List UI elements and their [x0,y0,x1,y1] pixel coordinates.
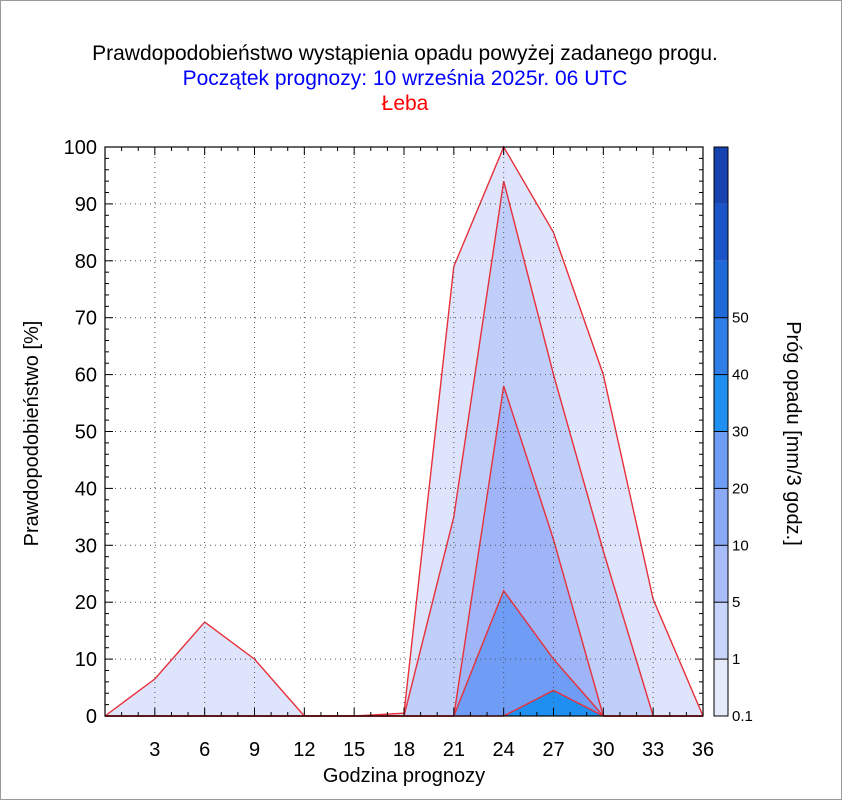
x-tick-label: 27 [542,739,564,761]
forecast-start-subtitle: Początek prognozy: 10 września 2025r. 06… [182,67,628,90]
colorbar-segment [714,488,728,546]
y-tick-label: 60 [75,365,97,387]
chart-title: Prawdopodobieństwo wystąpienia opadu pow… [92,42,718,65]
y-tick-label: 80 [75,251,97,273]
colorbar-segment [714,374,728,432]
y-axis-label: Prawdopodobieństwo [%] [21,321,43,547]
colorbar-segment [714,147,728,204]
colorbar-tick-label: 10 [732,537,749,554]
colorbar-tick-label: 30 [732,424,749,441]
colorbar-tick-label: 50 [732,310,749,327]
minor-ticks [105,147,703,716]
location-label: Łeba [381,92,429,115]
y-tick-label: 40 [75,478,97,500]
x-tick-label: 12 [293,739,315,761]
colorbar-segment [714,602,728,660]
colorbar-segment [714,659,728,716]
x-tick-label: 18 [393,739,415,761]
x-axis-ticks: 3 6 9 12 15 18 21 24 27 30 33 36 [149,739,714,761]
x-tick-label: 21 [443,739,465,761]
x-tick-label: 30 [592,739,614,761]
colorbar-segment [714,203,728,261]
y-tick-label: 90 [75,194,97,216]
colorbar-tick-label: 1 [732,651,740,668]
x-tick-label: 9 [249,739,260,761]
x-tick-label: 15 [343,739,365,761]
y-tick-label: 30 [75,535,97,557]
colorbar-tick-label: 0.1 [732,708,753,725]
y-tick-label: 20 [75,592,97,614]
y-tick-label: 50 [75,422,97,444]
colorbar-tick-label: 40 [732,367,749,384]
colorbar-label: Próg opadu [mm/3 godz.] [782,321,804,546]
colorbar-segment [714,545,728,603]
x-tick-label: 36 [692,739,714,761]
colorbar: 0.1 1 5 10 20 30 40 50 [713,146,753,725]
colorbar-segment [714,431,728,489]
colorbar-tick-label: 20 [732,480,749,497]
y-tick-label: 100 [64,137,97,159]
y-tick-label: 0 [86,706,97,728]
x-tick-label: 3 [149,739,160,761]
area-threshold-5 [105,386,703,716]
plot-frame [104,146,704,717]
y-tick-label: 10 [75,649,97,671]
x-tick-label: 6 [199,739,210,761]
colorbar-tick-label: 5 [732,594,740,611]
y-tick-label: 70 [75,308,97,330]
colorbar-segment [714,317,728,375]
x-tick-label: 33 [642,739,664,761]
y-axis-ticks: 0 10 20 30 40 50 60 70 80 90 100 [64,137,97,728]
x-tick-label: 24 [493,739,515,761]
area-threshold-10 [105,590,703,716]
x-axis-label: Godzina prognozy [323,765,485,787]
colorbar-segment [714,260,728,318]
